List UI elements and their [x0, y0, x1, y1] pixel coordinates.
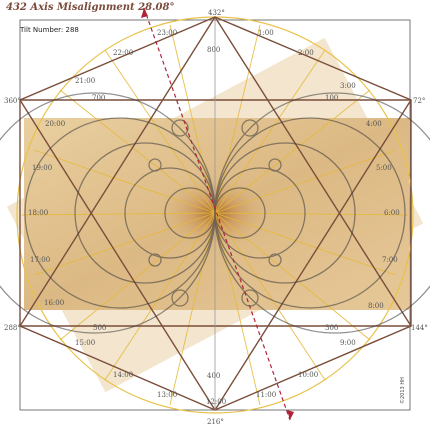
hour-2000: 20:00 — [45, 120, 65, 128]
hour-0700: 7:00 — [382, 256, 398, 264]
hour-1100: 11:00 — [256, 391, 276, 399]
hour-0400: 4:00 — [366, 120, 382, 128]
deg-top: 432° — [208, 9, 225, 17]
mark-top: 800 — [207, 46, 220, 54]
mark-bottom: 400 — [207, 372, 220, 380]
hour-0200: 2:00 — [298, 49, 314, 57]
hour-1000: 10:00 — [298, 371, 318, 379]
hour-2200: 22:00 — [113, 49, 133, 57]
mark-lower-left: 500 — [93, 324, 106, 332]
axis-arrow-bottom — [287, 410, 294, 420]
tilt-number: Tilt Number: 288 — [20, 26, 79, 34]
copyright: ©2013 HH — [399, 377, 406, 404]
hour-1700: 17:00 — [30, 256, 50, 264]
hour-0600: 6:00 — [384, 209, 400, 217]
hour-1900: 19:00 — [32, 164, 52, 172]
hour-1300: 13:00 — [157, 391, 177, 399]
hour-0900: 9:00 — [340, 339, 356, 347]
hour-0300: 3:00 — [340, 82, 356, 90]
ring-pattern — [0, 92, 430, 334]
deg-right: 72° — [413, 97, 425, 105]
mark-upper-left: 700 — [92, 94, 105, 102]
misaligned-axis — [143, 7, 291, 421]
deg-bottom-left: 288° — [4, 324, 21, 332]
axis-arrow-top — [141, 8, 148, 18]
deg-bottom-right: 144° — [411, 324, 428, 332]
hour-2100: 21:00 — [75, 77, 95, 85]
hour-1500: 15:00 — [75, 339, 95, 347]
hour-1200: 12:00 — [206, 398, 226, 406]
hour-0500: 5:00 — [376, 164, 392, 172]
hour-1600: 16:00 — [44, 299, 64, 307]
mark-upper-right: 100 — [325, 94, 338, 102]
diagram-title: 432 Axis Misalignment 28.08° — [6, 2, 175, 13]
hour-1800: 18:00 — [28, 209, 48, 217]
radial-rays — [21, 24, 409, 406]
deg-left: 360° — [4, 97, 21, 105]
hour-1400: 14:00 — [113, 371, 133, 379]
hour-2300: 23:00 — [157, 29, 177, 37]
hour-0100: 1:00 — [258, 29, 274, 37]
hour-0800: 8:00 — [368, 302, 384, 310]
deg-bottom: 216° — [207, 418, 224, 426]
mark-lower-right: 300 — [325, 324, 338, 332]
